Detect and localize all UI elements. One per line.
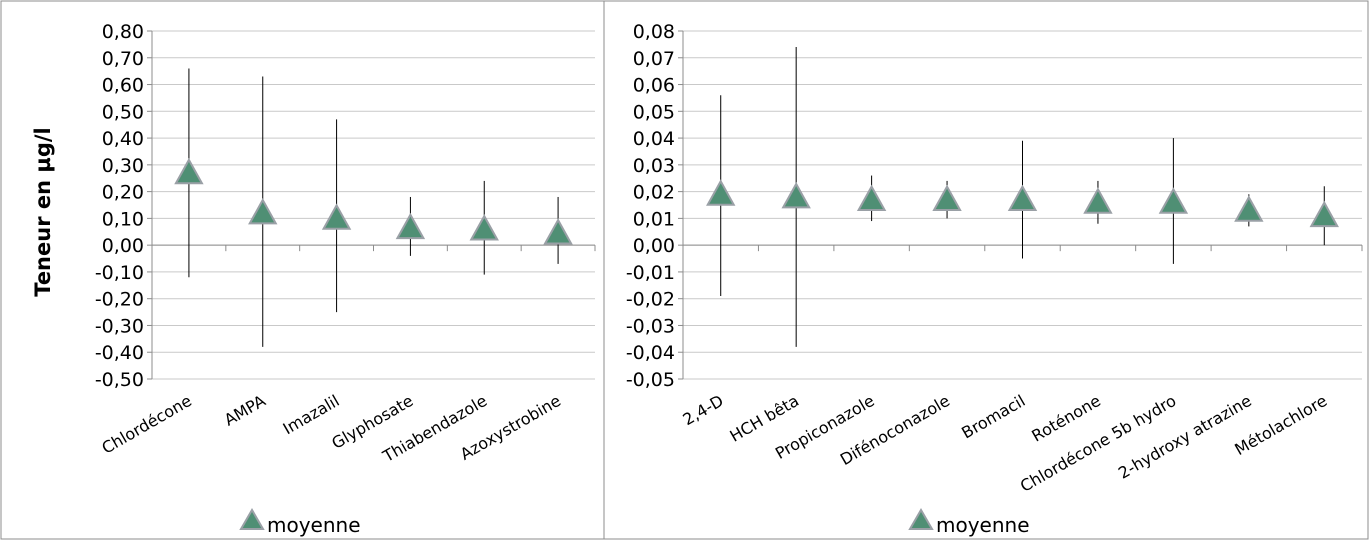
- data-point-marker: [248, 197, 278, 225]
- y-tick-label: 0,10: [102, 208, 144, 230]
- y-tick-label: 0,03: [633, 155, 675, 177]
- data-point-marker: [174, 157, 204, 185]
- data-point-marker: [1309, 200, 1339, 228]
- legend-label: moyenne: [267, 513, 361, 537]
- y-tick-label: -0,01: [626, 262, 675, 284]
- legend-marker: [239, 508, 265, 530]
- data-point-marker: [1083, 187, 1113, 214]
- data-point-marker: [932, 184, 962, 212]
- data-point-marker: [1158, 187, 1189, 214]
- data-point-marker: [1007, 184, 1038, 212]
- y-tick-label: -0,50: [95, 369, 144, 391]
- data-point-marker: [543, 218, 573, 245]
- y-tick-label: 0,02: [633, 182, 675, 204]
- y-tick-label: 0,01: [633, 208, 675, 230]
- y-tick-label: 0,50: [102, 101, 144, 123]
- data-point-marker: [781, 181, 811, 209]
- y-tick-label: -0,10: [95, 262, 144, 284]
- y-tick-label: 0,05: [633, 101, 675, 123]
- y-tick-label: -0,05: [626, 369, 675, 391]
- legend-marker: [908, 508, 934, 530]
- y-tick-label: 0,30: [102, 155, 144, 177]
- y-tick-label: 0,00: [633, 235, 675, 257]
- y-tick-label: -0,40: [95, 342, 144, 364]
- y-tick-label: 0,70: [102, 48, 144, 70]
- y-tick-label: 0,06: [633, 75, 675, 97]
- data-point-marker: [395, 212, 426, 240]
- y-tick-label: 0,80: [102, 21, 144, 43]
- y-tick-label: 0,00: [102, 235, 144, 257]
- y-tick-label: 0,40: [102, 128, 144, 150]
- y-axis-title: Teneur en µg/l: [31, 127, 55, 296]
- y-tick-label: -0,04: [626, 342, 675, 364]
- y-tick-label: 0,60: [102, 75, 144, 97]
- data-point-marker: [706, 179, 736, 206]
- y-tick-label: -0,20: [95, 289, 144, 311]
- legend-label: moyenne: [936, 513, 1030, 537]
- y-tick-label: 0,08: [633, 21, 675, 43]
- y-tick-label: -0,03: [626, 315, 675, 337]
- y-tick-label: 0,04: [633, 128, 675, 150]
- data-point-marker: [469, 214, 499, 241]
- y-tick-label: 0,20: [102, 182, 144, 204]
- y-tick-label: -0,02: [626, 289, 675, 311]
- data-point-marker: [321, 203, 352, 230]
- data-point-marker: [1234, 195, 1264, 222]
- y-tick-label: -0,30: [95, 315, 144, 337]
- data-point-marker: [856, 184, 887, 212]
- y-tick-label: 0,07: [633, 48, 675, 70]
